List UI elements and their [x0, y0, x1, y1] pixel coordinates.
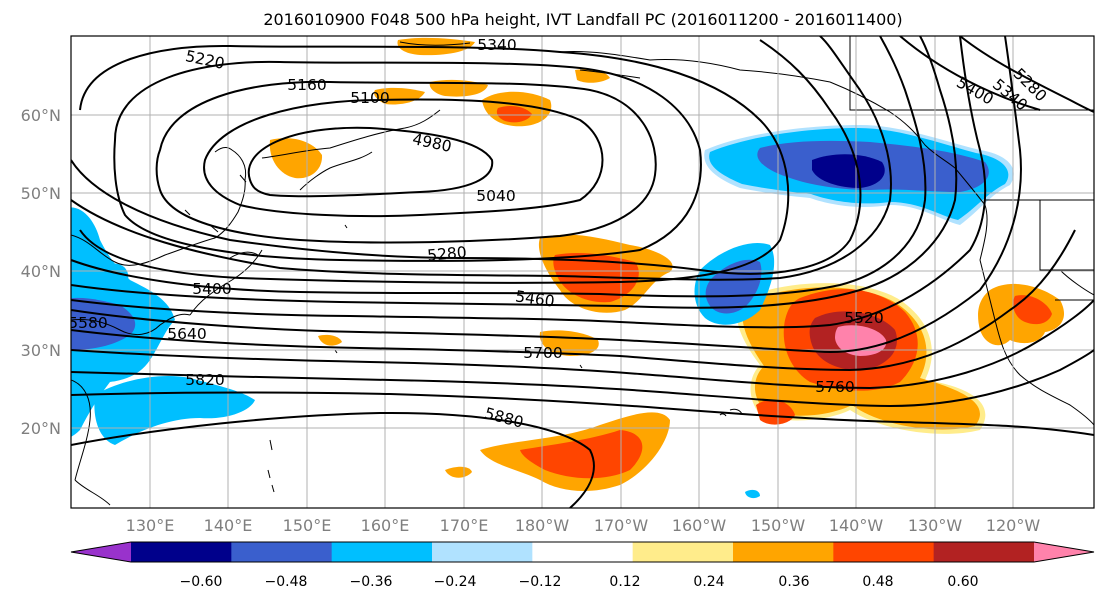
contour-label: 5580: [68, 314, 107, 332]
colorbar-extend-high: [1034, 542, 1094, 562]
contour-label: 5700: [523, 344, 562, 362]
contour-labels: 5340 5220 5160 5100 4980 5040 5280 5400 …: [68, 36, 1050, 432]
lon-label: 150°W: [751, 516, 806, 535]
contour-east-5280: [959, 36, 1094, 113]
colorbar-segment: [131, 542, 232, 562]
contour-5220: [79, 44, 790, 284]
map-frame: [70, 35, 1095, 509]
colorbar-tick-label: 0.36: [778, 574, 809, 590]
colorbar-segment: [632, 542, 734, 562]
lon-label: 170°E: [440, 516, 489, 535]
lat-label: 30°N: [21, 341, 61, 360]
colorbar-tick-label: 0.12: [609, 574, 640, 590]
contour-label: 5460: [514, 287, 556, 310]
longitude-labels: 130°E 140°E 150°E 160°E 170°E 180°W 170°…: [126, 516, 1041, 535]
lon-label: 140°W: [829, 516, 884, 535]
contour-label: 5640: [167, 325, 206, 343]
lat-label: 40°N: [21, 262, 61, 281]
contour-east-5340: [899, 36, 1041, 111]
contour-label: 5820: [185, 371, 224, 389]
contour-5040: [203, 98, 604, 218]
lon-label: 140°E: [204, 516, 253, 535]
contour-label: 5100: [350, 89, 389, 107]
colorbar-outline: [70, 541, 1095, 563]
contour-label: 5520: [844, 309, 883, 327]
contour-label: 5280: [427, 243, 468, 264]
colorbar-tick-label: −0.36: [350, 574, 393, 590]
colorbar-segment: [733, 542, 834, 562]
contour-label: 5400: [192, 280, 231, 298]
colorbar-tick-label: −0.48: [265, 574, 308, 590]
colorbar-tick-label: 0.24: [693, 574, 724, 590]
colorbar-segment: [833, 542, 935, 562]
contour-label: 5340: [477, 36, 516, 54]
lat-label: 20°N: [21, 419, 61, 438]
colorbar: [70, 541, 1095, 563]
contour-label: 5160: [287, 76, 326, 94]
lat-label: 60°N: [21, 106, 61, 125]
lon-label: 120°W: [986, 516, 1041, 535]
lon-label: 160°E: [361, 516, 410, 535]
contour-4980: [247, 126, 494, 198]
contour-5100: [155, 80, 657, 244]
contour-5520: [71, 36, 987, 329]
contour-5640: [71, 229, 1076, 372]
contour-5580: [71, 36, 1022, 354]
lon-label: 130°W: [908, 516, 963, 535]
lat-label: 50°N: [21, 184, 61, 203]
colorbar-extend-low: [71, 542, 131, 562]
contour-5700: [71, 299, 1094, 390]
contour-5460: [71, 36, 958, 309]
contour-5880: [71, 411, 595, 508]
contour-label: 5760: [815, 378, 854, 396]
colorbar-tick-label: −0.60: [180, 574, 223, 590]
contour-5400: [71, 36, 927, 298]
contour-5760: [71, 349, 1094, 408]
colorbar-segment: [231, 542, 333, 562]
lon-label: 160°W: [672, 516, 727, 535]
contour-5340: [71, 36, 892, 281]
colorbar-segment: [432, 542, 533, 562]
latitude-labels: 60°N 50°N 40°N 30°N 20°N: [21, 106, 61, 438]
colorbar-tick-label: 0.48: [862, 574, 893, 590]
height-contours: [71, 36, 1094, 508]
contour-5160: [113, 60, 702, 262]
colorbar-segment: [933, 542, 1035, 562]
colorbar-segment: [331, 542, 433, 562]
contour-5820: [71, 391, 1094, 436]
figure-title: 2016010900 F048 500 hPa height, IVT Land…: [263, 10, 902, 29]
lon-label: 150°E: [283, 516, 332, 535]
colorbar-tick-labels: −0.60 −0.48 −0.36 −0.24 −0.12 0.12 0.24 …: [180, 574, 979, 590]
ivt-positive-anomaly-fill: [269, 37, 1065, 492]
lon-label: 130°E: [126, 516, 175, 535]
lon-label: 180°W: [515, 516, 570, 535]
colorbar-tick-label: −0.24: [434, 574, 477, 590]
contour-label: 5040: [476, 187, 515, 205]
colorbar-segment: [532, 542, 634, 562]
colorbar-tick-label: 0.60: [947, 574, 978, 590]
lon-label: 170°W: [594, 516, 649, 535]
colorbar-tick-label: −0.12: [519, 574, 562, 590]
contour-5280: [71, 39, 862, 275]
